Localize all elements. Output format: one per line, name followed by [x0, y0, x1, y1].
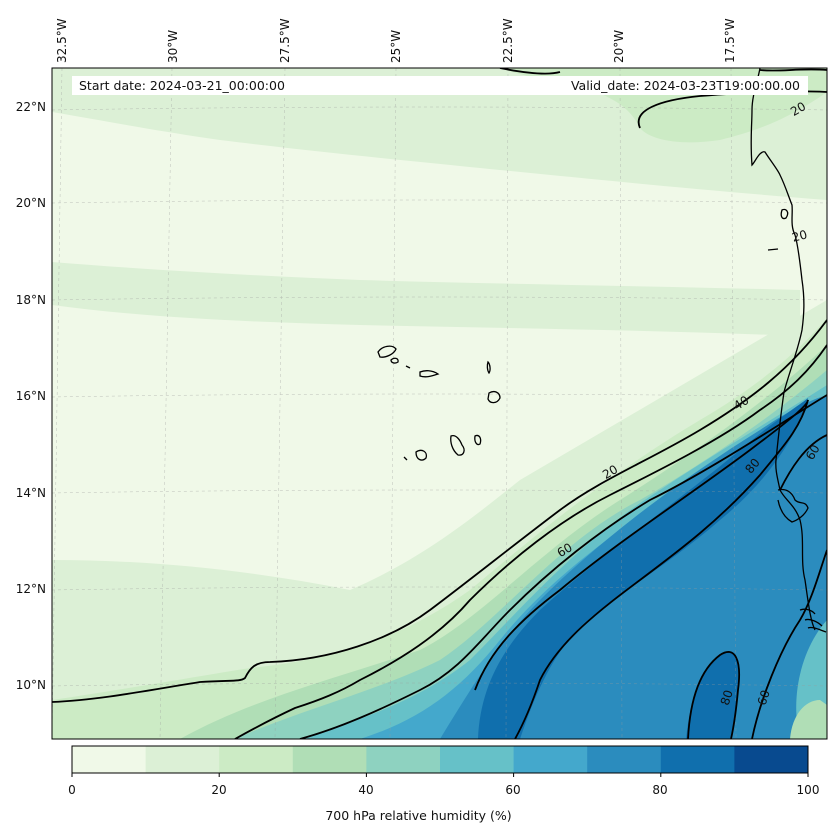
contour-label-20-south: 20: [600, 462, 620, 482]
contour-40: [234, 344, 827, 739]
latitude-labels: 22°N 20°N 18°N 16°N 14°N 12°N 10°N: [16, 100, 46, 692]
colorbar-tick-100: 100: [797, 783, 820, 797]
senegal-gambia: [777, 488, 809, 523]
humidity-field: 20 20 20 40 60 60 60 80 80: [52, 68, 827, 739]
contour-label-80-south: 80: [718, 688, 736, 707]
colorbar-title: 700 hPa relative humidity (%): [325, 808, 512, 823]
colorbar-swatch: [513, 746, 588, 773]
gridlines: [52, 68, 827, 739]
info-box: [72, 76, 808, 95]
map-frame: [51, 67, 828, 740]
lat-label-10n: 10°N: [16, 678, 46, 692]
colorbar-tick-20: 20: [211, 783, 226, 797]
lon-label-32-5w: 32.5°W: [55, 18, 69, 63]
colorbar-swatch: [292, 746, 367, 773]
colorbar-swatch: [587, 746, 662, 773]
region-80-south: [686, 651, 739, 739]
contour-label-40: 40: [731, 393, 751, 413]
valid-date-label: Valid_date: 2024-03-23T19:00:00.00: [571, 78, 800, 93]
lat-label-12n: 12°N: [16, 582, 46, 596]
cape-verde-brava: [403, 456, 408, 461]
colorbar-swatch: [440, 746, 515, 773]
colorbar-swatch: [72, 746, 147, 773]
lon-label-27-5w: 27.5°W: [278, 18, 292, 63]
contour-20-north-top: [499, 68, 561, 75]
start-date-label: Start date: 2024-03-21_00:00:00: [79, 78, 285, 93]
colorbar: [71, 745, 809, 777]
cape-verde-sal: [486, 360, 491, 375]
banc-arguin-island: [767, 248, 779, 251]
contour-20-south: [52, 319, 827, 703]
contour-20-north-upper: [759, 68, 827, 72]
contour-80-south: [687, 651, 740, 739]
colorbar-tick-60: 60: [505, 783, 520, 797]
longitude-labels: 32.5°W 30°W 27.5°W 25°W 22.5°W 20°W 17.5…: [55, 18, 737, 63]
colorbar-swatch: [366, 746, 441, 773]
cape-verde-santo-antao: [377, 345, 397, 358]
contour-60: [299, 394, 827, 739]
region-30-east: [790, 700, 827, 739]
lat-label-16n: 16°N: [16, 389, 46, 403]
contour-labels: 20 20 20 40 60 60 60 80 80: [555, 99, 823, 707]
cape-verde-sao-vicente: [390, 357, 399, 364]
lon-label-20w: 20°W: [612, 30, 626, 63]
colorbar-ticks: 0 20 40 60 80 100: [68, 783, 819, 797]
colorbar-swatch: [219, 746, 294, 773]
region-80: [478, 398, 808, 739]
colorbar-swatch: [660, 746, 735, 773]
africa-coast: [750, 68, 816, 631]
colorbar-swatch: [734, 746, 809, 773]
lon-label-25w: 25°W: [389, 30, 403, 63]
cape-verde-fogo: [415, 449, 428, 461]
contour-label-20-coast: 20: [790, 227, 808, 244]
contour-label-60-east: 60: [803, 442, 823, 462]
lon-label-30w: 30°W: [166, 30, 180, 63]
contour-label-60-south: 60: [755, 688, 773, 707]
colorbar-tick-0: 0: [68, 783, 76, 797]
lat-label-14n: 14°N: [16, 486, 46, 500]
contour-60-east: [779, 434, 827, 491]
contour-60-south: [751, 549, 827, 739]
colorbar-swatch: [145, 746, 220, 773]
band-middle: [52, 262, 800, 336]
cape-verde-boa-vista: [487, 391, 501, 404]
cape-verde-sao-nicolau: [419, 370, 440, 378]
cape-verde-santiago: [450, 434, 465, 456]
contour-label-20-northeast: 20: [788, 99, 808, 119]
contour-lines: [52, 68, 827, 739]
cape-verde-maio: [474, 434, 482, 446]
coast-northern-islet: [780, 208, 789, 220]
contour-80: [474, 399, 809, 739]
lat-label-22n: 22°N: [16, 100, 46, 114]
coastline: [377, 68, 827, 633]
lat-label-18n: 18°N: [16, 293, 46, 307]
lon-label-22-5w: 22.5°W: [501, 18, 515, 63]
lat-label-20n: 20°N: [16, 196, 46, 210]
lon-label-17-5w: 17.5°W: [723, 18, 737, 63]
colorbar-tick-80: 80: [652, 783, 667, 797]
colorbar-tick-40: 40: [358, 783, 373, 797]
contour-label-60-center: 60: [555, 540, 575, 560]
cape-verde-santa-luzia: [405, 365, 411, 369]
colorbar-frame: [71, 745, 809, 774]
guinea-bissau-islands: [799, 608, 827, 633]
